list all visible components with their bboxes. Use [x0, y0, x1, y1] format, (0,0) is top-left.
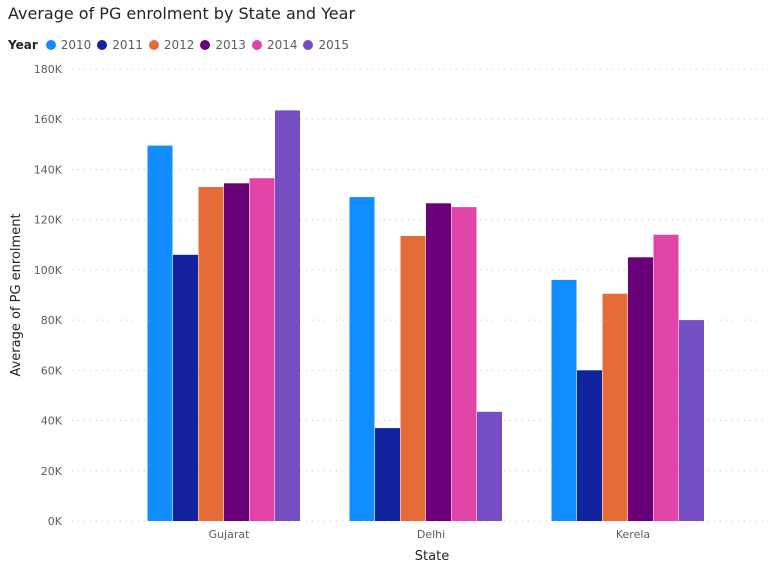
- legend-dot-2011: [97, 40, 108, 50]
- bar-Gujarat-2013[interactable]: [224, 183, 249, 522]
- bar-Delhi-2010[interactable]: [349, 197, 375, 521]
- legend-item-2014[interactable]: 2014: [251, 38, 298, 52]
- legend-label-2014: 2014: [266, 38, 298, 52]
- bar-Gujarat-2014[interactable]: [249, 178, 275, 521]
- bar-Gujarat-2015[interactable]: [275, 110, 300, 522]
- chart-title: Average of PG enrolment by State and Yea…: [8, 4, 356, 23]
- bars: [147, 110, 704, 522]
- legend-item-2015[interactable]: 2015: [303, 38, 349, 52]
- bar-Delhi-2014[interactable]: [451, 207, 477, 521]
- bar-Kerela-2013[interactable]: [628, 257, 653, 521]
- legend-dot-2012: [148, 40, 159, 50]
- legend-item-2011[interactable]: 2011: [97, 38, 143, 52]
- bar-Delhi-2011[interactable]: [375, 428, 400, 521]
- legend-dot-2015: [303, 40, 314, 50]
- legend-title: Year: [8, 38, 38, 52]
- bar-Kerela-2012[interactable]: [602, 293, 628, 521]
- legend-item-2012[interactable]: 2012: [148, 38, 195, 52]
- y-tick-label: 180K: [34, 63, 63, 76]
- bar-Kerela-2015[interactable]: [679, 320, 704, 521]
- legend-item-2013[interactable]: 2013: [200, 38, 246, 52]
- y-tick-label: 80K: [41, 314, 63, 327]
- bar-Delhi-2012[interactable]: [400, 236, 426, 521]
- legend-label-2011: 2011: [112, 38, 143, 52]
- bar-Gujarat-2012[interactable]: [198, 187, 224, 521]
- x-tick-labels: Gujarat Delhi Kerela: [209, 528, 651, 541]
- y-tick-label: 140K: [34, 163, 63, 176]
- y-tick-label: 160K: [34, 113, 63, 126]
- x-tick-label: Kerela: [616, 528, 650, 541]
- bar-Delhi-2015[interactable]: [477, 411, 502, 521]
- legend-label-2015: 2015: [318, 38, 350, 52]
- legend-dot-2013: [200, 40, 211, 50]
- legend-dot-2010: [45, 40, 56, 50]
- legend-label-2013: 2013: [215, 38, 246, 52]
- y-tick-label: 40K: [41, 415, 63, 428]
- bar-Gujarat-2010[interactable]: [147, 145, 173, 521]
- y-axis-title: Average of PG enrolment: [9, 213, 24, 376]
- bar-Kerela-2011[interactable]: [577, 370, 602, 521]
- y-tick-labels: 0K 20K 40K 60K 80K 100K 120K 140K 160K 180K: [34, 63, 63, 528]
- legend-items: 2010 2011 2012 2013 2014 2015: [45, 38, 355, 52]
- legend-dot-2014: [251, 40, 262, 50]
- bar-Kerela-2010[interactable]: [551, 279, 577, 521]
- y-tick-label: 60K: [41, 364, 63, 377]
- bar-Gujarat-2011[interactable]: [173, 254, 198, 522]
- y-tick-label: 20K: [41, 465, 63, 478]
- bar-Delhi-2013[interactable]: [426, 203, 451, 522]
- y-tick-label: 0K: [48, 515, 63, 528]
- x-tick-label: Gujarat: [209, 528, 251, 541]
- legend: Year 2010 2011 2012 2013 2014 2015: [8, 36, 355, 54]
- x-axis-title: State: [415, 549, 449, 564]
- legend-item-2010[interactable]: 2010: [45, 38, 92, 52]
- x-tick-label: Delhi: [417, 528, 445, 541]
- y-tick-label: 100K: [34, 264, 63, 277]
- legend-label-2012: 2012: [163, 38, 195, 52]
- legend-label-2010: 2010: [60, 38, 92, 52]
- bar-Kerela-2014[interactable]: [653, 234, 679, 521]
- y-tick-label: 120K: [34, 214, 63, 227]
